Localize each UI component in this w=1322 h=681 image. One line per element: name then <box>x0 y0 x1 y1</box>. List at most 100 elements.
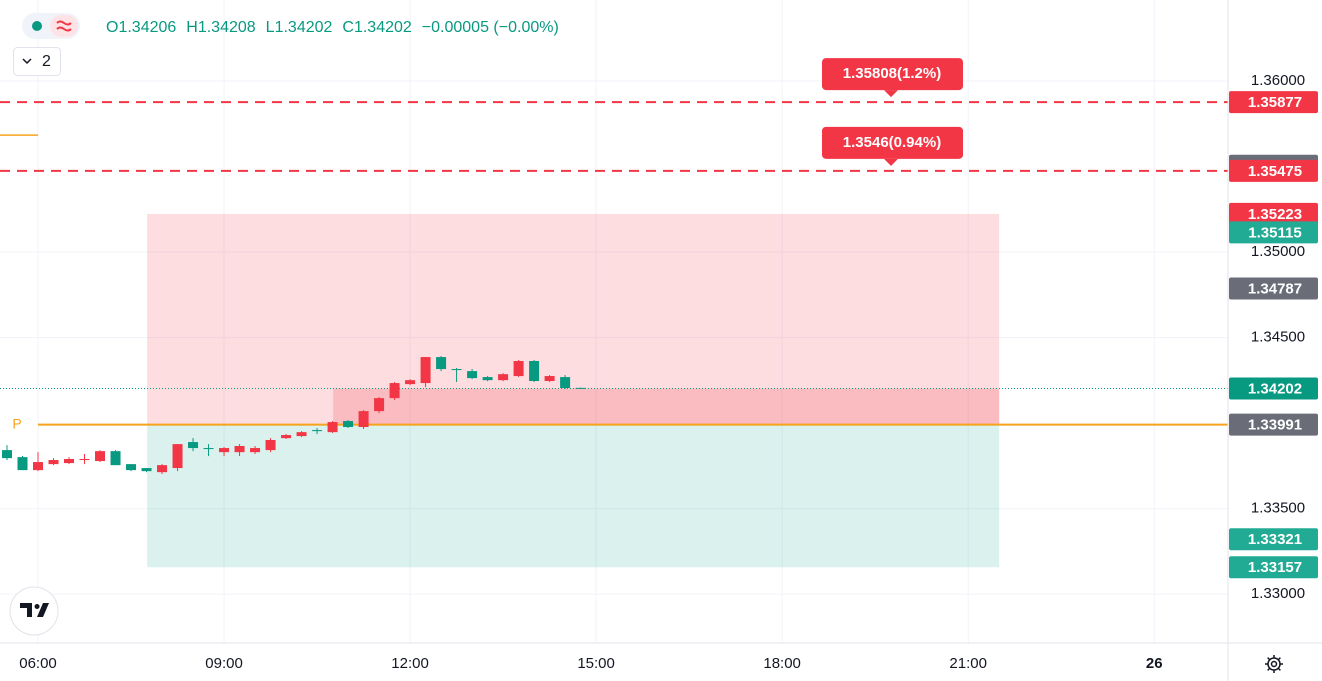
candle-body <box>281 435 292 439</box>
alert-label: 1.35808(1.2%) <box>843 65 941 82</box>
x-tick-label: 26 <box>1146 655 1163 672</box>
candle-body <box>405 380 416 385</box>
legend-pill <box>22 13 80 39</box>
candle-body <box>513 361 524 377</box>
candle-body <box>64 458 75 464</box>
target-zone <box>147 213 1000 425</box>
price-label: 1.35475 <box>1248 163 1302 180</box>
pivot-label: P <box>12 415 21 431</box>
candle-body <box>265 440 276 451</box>
indicator-count: 2 <box>42 53 51 70</box>
y-tick-label: 1.33500 <box>1251 500 1305 517</box>
legend-item: H1.34208 <box>186 19 255 36</box>
gear-hub <box>1270 660 1278 668</box>
x-tick-label: 15:00 <box>577 655 615 672</box>
candle-body <box>374 398 385 412</box>
legend-item: O1.34206 <box>106 19 176 36</box>
candle-body <box>343 421 354 428</box>
candle-body <box>188 442 199 449</box>
y-tick-label: 1.34500 <box>1251 329 1305 346</box>
candle-body <box>389 383 400 399</box>
alert-badge <box>822 58 963 91</box>
candle-body <box>420 357 431 384</box>
candle-body <box>250 448 261 453</box>
candle-body <box>157 465 168 473</box>
ohlc-legend: O1.34206 H1.34208 L1.34202 C1.34202 −0.00005… <box>106 19 559 36</box>
status-dot <box>32 21 42 31</box>
tick-icon-bg <box>50 15 78 37</box>
candle-body <box>436 357 447 370</box>
x-tick-label: 06:00 <box>19 655 57 672</box>
open-pnl-zone <box>333 388 1000 425</box>
price-label-bg <box>1229 377 1318 400</box>
alert-label: 1.3546(0.94%) <box>843 134 941 151</box>
price-label: 1.35115 <box>1248 224 1301 241</box>
candle-body <box>234 445 245 453</box>
price-label-bg <box>1229 91 1318 114</box>
candle-body <box>203 448 214 450</box>
legend-item: C1.34202 <box>342 19 411 36</box>
logo-mark <box>20 603 49 617</box>
candle-body <box>141 468 152 472</box>
axes: 1.36000 1.35000 1.34500 1.33500 1.33000 06:00… <box>19 72 1318 672</box>
price-label-bg <box>1229 413 1318 436</box>
candle-body <box>2 450 13 459</box>
price-label: 1.34202 <box>1248 381 1302 398</box>
candle-body <box>358 411 369 428</box>
candle-body <box>172 444 183 469</box>
price-label-bg <box>1229 221 1318 244</box>
candle-body <box>498 374 509 381</box>
candle-body <box>560 377 571 389</box>
price-label: 1.33991 <box>1248 417 1302 434</box>
candle-body <box>327 422 338 433</box>
price-label-bg <box>1229 556 1318 579</box>
legend-item: −0.00005 (−0.00%) <box>422 19 559 36</box>
y-tick-label: 1.36000 <box>1251 72 1305 89</box>
price-label-bg <box>1229 159 1318 182</box>
collapse-button[interactable]: 2 <box>13 47 61 76</box>
alert-pointer <box>884 158 898 166</box>
legend-item: L1.34202 <box>266 19 333 36</box>
price-label-bg <box>1229 277 1318 300</box>
candle-body <box>33 462 44 471</box>
tick-icon <box>56 20 72 32</box>
chevron-icon <box>22 58 32 65</box>
price-label-bg <box>1229 528 1318 551</box>
candle-body <box>451 369 462 371</box>
price-label: 1.33157 <box>1248 559 1302 576</box>
x-tick-label: 09:00 <box>205 655 243 672</box>
alert-badge <box>822 126 963 159</box>
button-frame[interactable] <box>13 47 61 76</box>
marks: P 1.35808(1.2%) 1.3546(0.94%) <box>0 58 1228 475</box>
price-label: 1.34787 <box>1248 280 1302 297</box>
candle-body <box>126 464 137 471</box>
candle-body <box>110 451 121 466</box>
candle-body <box>312 430 323 432</box>
settings-gear[interactable] <box>1265 655 1283 673</box>
x-tick-label: 12:00 <box>391 655 429 672</box>
price-label-bg <box>1229 202 1318 225</box>
candle-body <box>529 361 540 382</box>
tv-logo[interactable] <box>9 586 59 636</box>
y-tick-label: 1.35000 <box>1251 243 1305 260</box>
x-tick-label: 21:00 <box>949 655 987 672</box>
candle-body <box>48 460 59 465</box>
price-label: 1.35877 <box>1248 94 1302 111</box>
candle-body <box>219 448 230 453</box>
x-tick-label: 18:00 <box>763 655 801 672</box>
gear-teeth <box>1265 655 1283 673</box>
candle-body <box>296 432 307 437</box>
stop-zone <box>147 424 1000 568</box>
y-tick-label: 1.33000 <box>1251 585 1305 602</box>
candle-body <box>467 371 478 379</box>
price-label: 1.35223 <box>1248 206 1302 223</box>
position-zones <box>147 213 1000 568</box>
logo-circle[interactable] <box>9 586 59 636</box>
candle-body <box>79 458 90 461</box>
price-label: 1.33321 <box>1248 531 1302 548</box>
candle-body <box>482 377 493 381</box>
alert-pointer <box>884 90 898 98</box>
candle-body <box>544 376 555 382</box>
